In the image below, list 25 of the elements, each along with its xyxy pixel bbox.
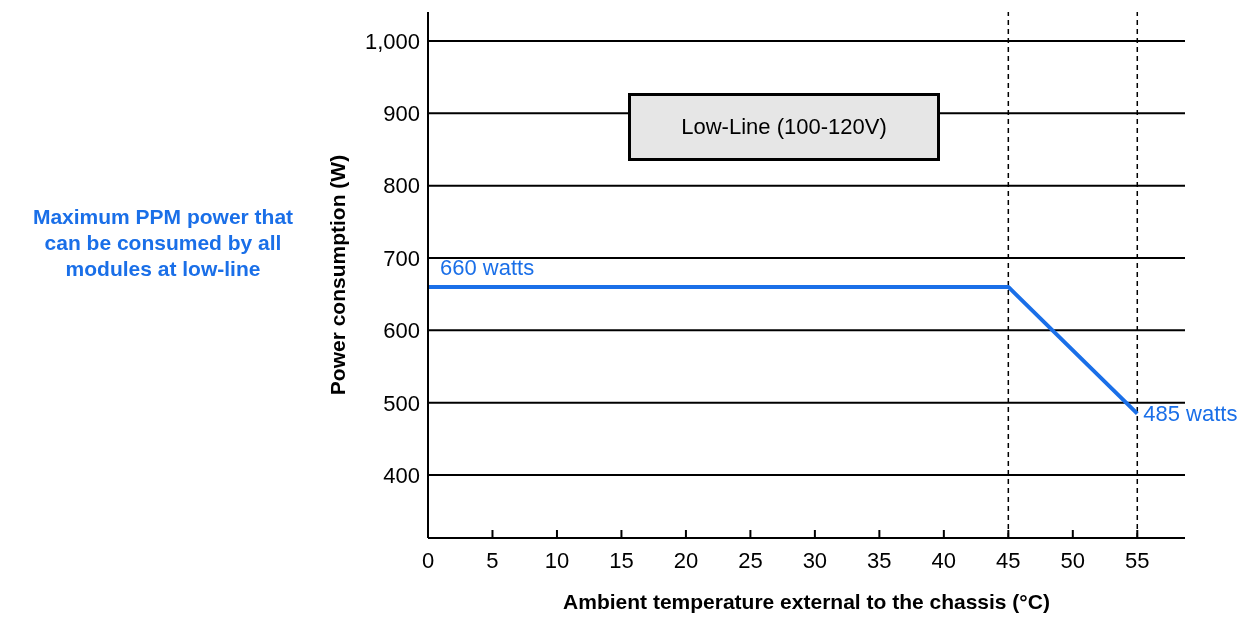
x-tick-label: 0 [421,547,435,573]
y-axis-title: Power consumption (W) [326,154,350,396]
x-tick-label: 30 [802,547,828,573]
y-tick-label: 800 [383,173,420,199]
x-axis-title: Ambient temperature external to the chassis (°C) [563,590,1050,613]
y-tick-label: 900 [383,101,420,127]
x-tick-label: 5 [486,547,499,573]
text: Maximum PPM power that can be consumed by all modules at low-line [31,204,295,282]
x-tick-label: 55 [1125,547,1150,573]
y-tick-label: 400 [383,462,420,488]
annotation: 485 watts [1143,401,1238,427]
x-tick-label: 25 [738,547,763,573]
y-tick-label: 600 [383,318,420,344]
text-box: Low-Line (100-120V) [628,93,940,161]
x-tick-label: 35 [867,547,892,573]
x-tick-label: 50 [1060,547,1086,573]
x-tick-label: 40 [931,547,957,573]
y-tick-label: 1,000 [364,28,420,54]
y-tick-label: 700 [383,245,420,271]
x-tick-label: 20 [673,547,699,573]
x-tick-label: 45 [996,547,1021,573]
x-tick-label: 10 [544,547,570,573]
y-tick-label: 500 [383,390,420,416]
x-tick-label: 15 [609,547,634,573]
annotation: 660 watts [440,254,535,280]
